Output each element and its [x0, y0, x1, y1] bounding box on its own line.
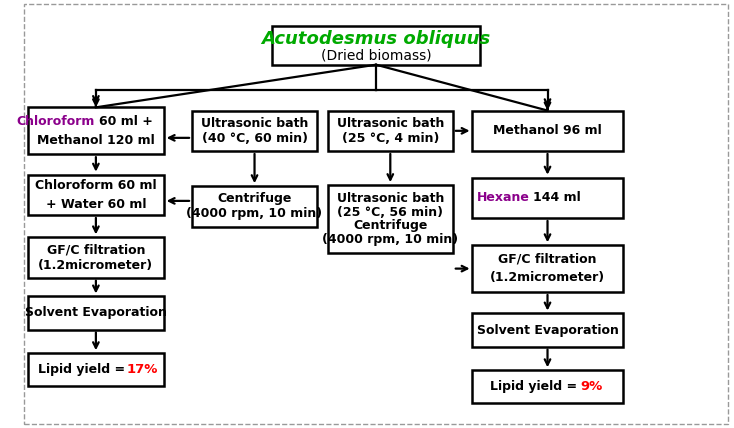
FancyBboxPatch shape [192, 186, 317, 226]
FancyBboxPatch shape [28, 353, 164, 386]
Text: GF/C filtration: GF/C filtration [498, 253, 597, 266]
Text: Lipid yield =: Lipid yield = [490, 380, 577, 393]
Text: (1.2micrometer): (1.2micrometer) [490, 271, 605, 285]
Text: Lipid yield =: Lipid yield = [38, 363, 126, 376]
FancyBboxPatch shape [473, 313, 622, 347]
Text: Acutodesmus obliquus: Acutodesmus obliquus [261, 30, 490, 48]
Text: (4000 rpm, 10 min): (4000 rpm, 10 min) [186, 208, 322, 220]
FancyBboxPatch shape [328, 185, 453, 253]
FancyBboxPatch shape [473, 110, 622, 151]
Text: + Water 60 ml: + Water 60 ml [46, 198, 146, 211]
FancyBboxPatch shape [192, 110, 317, 151]
Text: (4000 rpm, 10 min): (4000 rpm, 10 min) [322, 233, 458, 246]
Text: Hexane: Hexane [477, 191, 530, 204]
FancyBboxPatch shape [28, 237, 164, 278]
Text: Solvent Evaporation: Solvent Evaporation [476, 324, 619, 336]
Text: Chloroform: Chloroform [16, 115, 95, 128]
Text: (Dried biomass): (Dried biomass) [321, 48, 432, 62]
Text: Ultrasonic bath: Ultrasonic bath [337, 192, 444, 205]
Text: (25 °C, 4 min): (25 °C, 4 min) [341, 132, 439, 145]
Text: 9%: 9% [581, 380, 603, 393]
Text: Ultrasonic bath: Ultrasonic bath [201, 117, 308, 130]
Text: Methanol 96 ml: Methanol 96 ml [493, 124, 602, 137]
Text: (40 °C, 60 min): (40 °C, 60 min) [202, 132, 308, 145]
Text: Solvent Evaporation: Solvent Evaporation [25, 306, 167, 319]
FancyBboxPatch shape [28, 175, 164, 215]
Text: 17%: 17% [127, 363, 158, 376]
Text: 144 ml: 144 ml [533, 191, 581, 204]
FancyBboxPatch shape [473, 178, 622, 218]
Text: Methanol 120 ml: Methanol 120 ml [37, 134, 155, 147]
FancyBboxPatch shape [272, 26, 479, 65]
Text: Chloroform 60 ml: Chloroform 60 ml [35, 179, 156, 192]
FancyBboxPatch shape [28, 107, 164, 154]
FancyBboxPatch shape [473, 370, 622, 404]
Text: Ultrasonic bath: Ultrasonic bath [337, 117, 444, 130]
Text: Centrifuge: Centrifuge [353, 220, 427, 232]
Text: (25 °C, 56 min): (25 °C, 56 min) [338, 206, 443, 219]
FancyBboxPatch shape [473, 245, 622, 292]
Text: 60 ml +: 60 ml + [98, 115, 153, 128]
Text: Centrifuge: Centrifuge [217, 192, 291, 205]
FancyBboxPatch shape [28, 296, 164, 330]
FancyBboxPatch shape [328, 110, 453, 151]
Text: (1.2micrometer): (1.2micrometer) [38, 259, 153, 272]
Text: GF/C filtration: GF/C filtration [47, 244, 145, 256]
